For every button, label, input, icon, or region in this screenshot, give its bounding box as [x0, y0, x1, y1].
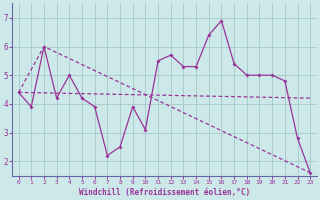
X-axis label: Windchill (Refroidissement éolien,°C): Windchill (Refroidissement éolien,°C) — [79, 188, 250, 197]
